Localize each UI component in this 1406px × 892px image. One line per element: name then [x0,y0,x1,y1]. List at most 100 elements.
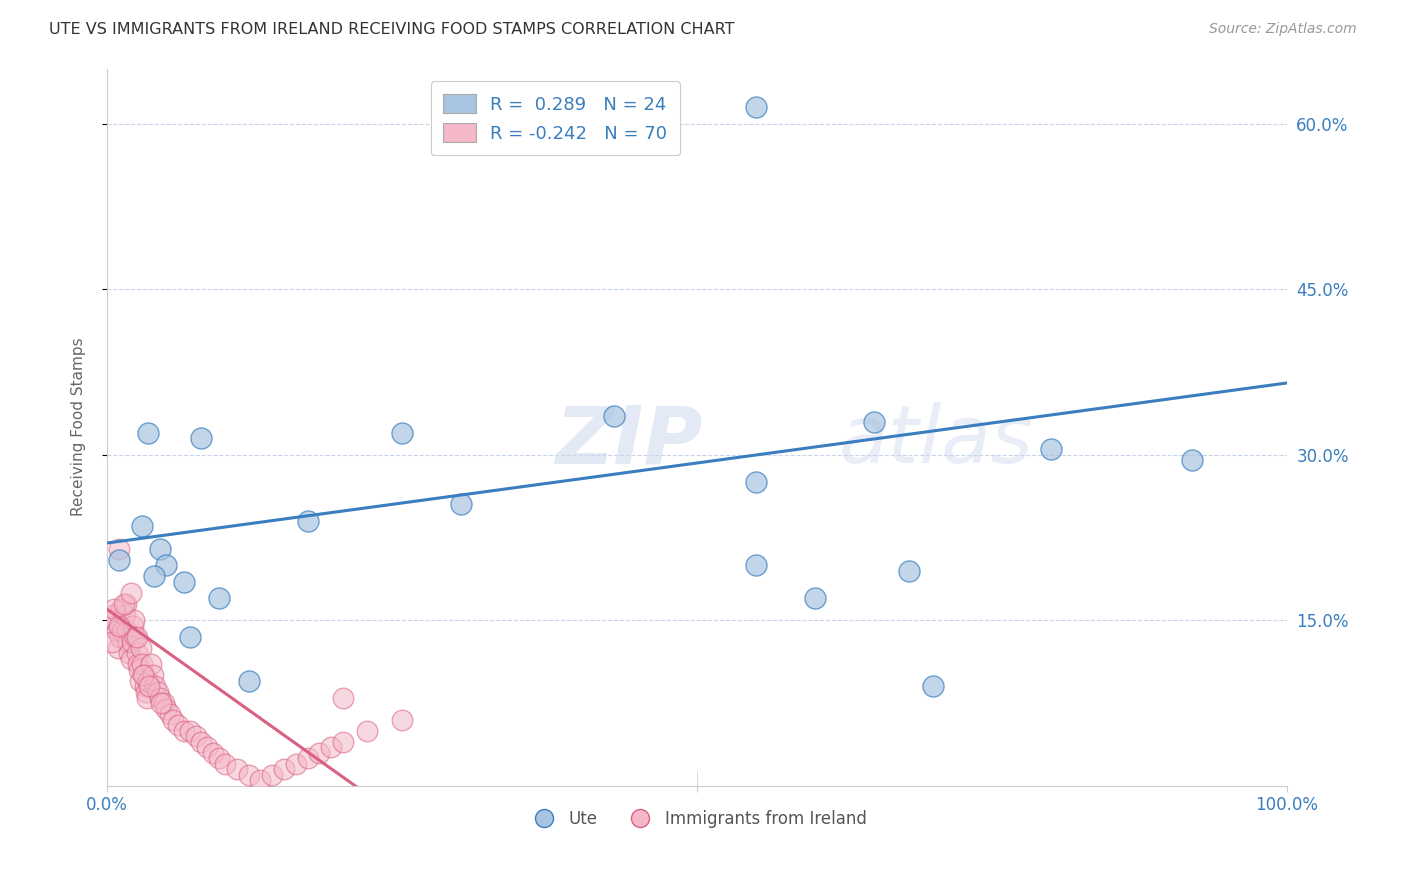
Point [179,723,201,738]
Point [321,740,343,755]
Point [143,569,166,583]
Point [898,564,921,578]
Point [745,475,768,490]
Point [921,680,943,694]
Point [214,756,236,771]
Point [115,597,138,611]
Point [138,673,160,688]
Point [122,613,145,627]
Point [120,585,142,599]
Point [103,602,125,616]
Point [110,602,132,616]
Point [100,619,122,633]
Y-axis label: Receiving Food Stamps: Receiving Food Stamps [72,338,86,516]
Point [108,541,131,556]
Point [138,680,160,694]
Point [145,680,167,694]
Point [149,696,172,710]
Point [128,663,150,677]
Point [155,558,177,573]
Point [108,619,131,633]
Point [118,646,141,660]
Point [297,514,319,528]
Text: atlas: atlas [838,402,1033,481]
Text: ZIP: ZIP [555,402,703,481]
Point [332,734,354,748]
Point [1181,453,1204,467]
Point [284,756,307,771]
Point [104,613,127,627]
Point [225,762,247,776]
Point [159,707,181,722]
Point [308,746,330,760]
Point [391,713,413,727]
Point [603,409,626,424]
Point [138,425,160,440]
Point [162,713,184,727]
Legend: Ute, Immigrants from Ireland: Ute, Immigrants from Ireland [520,804,873,835]
Point [745,100,768,114]
Point [107,640,129,655]
Point [105,624,128,639]
Point [202,746,225,760]
Point [862,415,884,429]
Point [238,768,260,782]
Point [173,723,195,738]
Point [129,673,152,688]
Point [101,635,124,649]
Point [112,597,135,611]
Point [238,673,260,688]
Point [152,696,174,710]
Point [125,646,148,660]
Point [356,723,378,738]
Point [190,734,212,748]
Point [114,607,136,622]
Point [297,751,319,765]
Point [149,541,172,556]
Point [134,680,156,694]
Point [173,574,195,589]
Point [131,519,153,533]
Point [122,619,145,633]
Point [115,624,138,639]
Point [179,630,201,644]
Point [117,635,139,649]
Point [208,751,231,765]
Point [391,425,413,440]
Text: UTE VS IMMIGRANTS FROM IRELAND RECEIVING FOOD STAMPS CORRELATION CHART: UTE VS IMMIGRANTS FROM IRELAND RECEIVING… [49,22,735,37]
Point [136,690,159,705]
Point [146,685,169,699]
Point [1039,442,1062,457]
Point [135,685,157,699]
Point [127,630,149,644]
Text: Source: ZipAtlas.com: Source: ZipAtlas.com [1209,22,1357,37]
Point [149,690,172,705]
Point [155,701,177,715]
Point [745,558,768,573]
Point [249,773,271,788]
Point [120,652,142,666]
Point [132,668,155,682]
Point [166,718,188,732]
Point [132,668,155,682]
Point [262,768,284,782]
Point [111,624,134,639]
Point [190,431,212,445]
Point [108,552,131,566]
Point [142,668,165,682]
Point [131,657,153,672]
Point [332,690,354,705]
Point [273,762,295,776]
Point [804,591,827,606]
Point [184,729,207,743]
Point [129,640,152,655]
Point [139,657,162,672]
Point [124,630,146,644]
Point [450,497,472,511]
Point [121,635,143,649]
Point [208,591,231,606]
Point [108,630,131,644]
Point [195,740,218,755]
Point [127,657,149,672]
Point [101,607,124,622]
